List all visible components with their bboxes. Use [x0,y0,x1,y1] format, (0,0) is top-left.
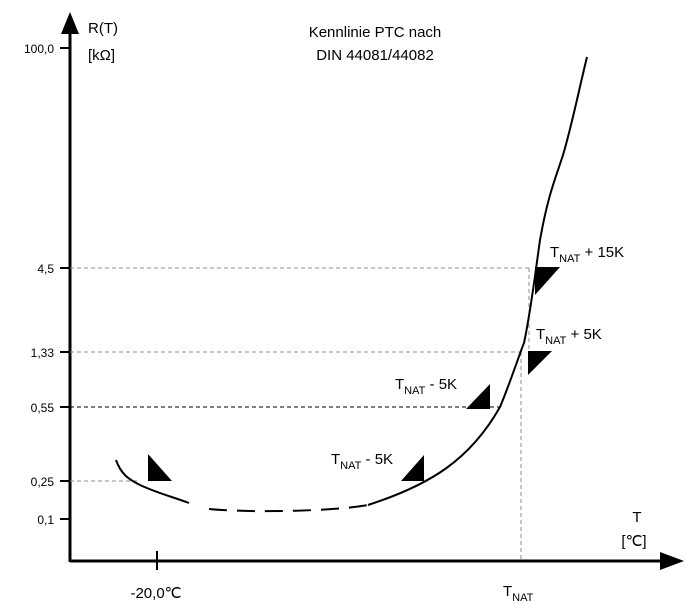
diagram-title-line1: Kennlinie PTC nach [309,24,442,41]
diagram-title-line2: DIN 44081/44082 [316,47,434,64]
y-tick-label-1-33: 1,33 [31,346,55,360]
label-tnat-minus5k-lower: TNAT - 5K [331,451,393,472]
ptc-curve-rising [367,56,588,506]
x-tick-label-minus20: -20,0℃ [130,585,181,602]
label-tnat-minus5k-upper: TNAT - 5K [395,376,457,397]
y-axis-name: R(T) [88,20,118,37]
y-axis-unit: [kΩ] [88,47,115,64]
y-tick-label-0-1: 0,1 [37,513,54,527]
x-axis-arrowhead [660,552,684,570]
y-tick-label-0-25: 0,25 [31,475,55,489]
y-tick-label-4-5: 4,5 [37,262,54,276]
y-tick-label-100: 100,0 [24,42,54,56]
ptc-curve-dashed-minimum [208,504,369,513]
x-tick-label-tnat: TNAT [503,583,534,604]
marker-triangle-minus5-lower [401,455,424,481]
guide-lines [70,267,530,561]
label-tnat-plus5k: TNAT + 5K [536,326,602,347]
x-axis-name: T [632,509,641,526]
ptc-curve-left [115,459,190,504]
marker-triangle-minus5-upper [466,384,490,409]
y-axis-arrowhead [61,12,79,34]
x-axis-unit: [℃] [621,533,646,550]
marker-triangle-plus15 [535,267,560,295]
y-tick-label-0-55: 0,55 [31,401,55,415]
label-tnat-plus15k: TNAT + 15K [550,244,624,265]
marker-triangle-left [148,454,172,481]
marker-triangle-plus5 [528,351,552,375]
